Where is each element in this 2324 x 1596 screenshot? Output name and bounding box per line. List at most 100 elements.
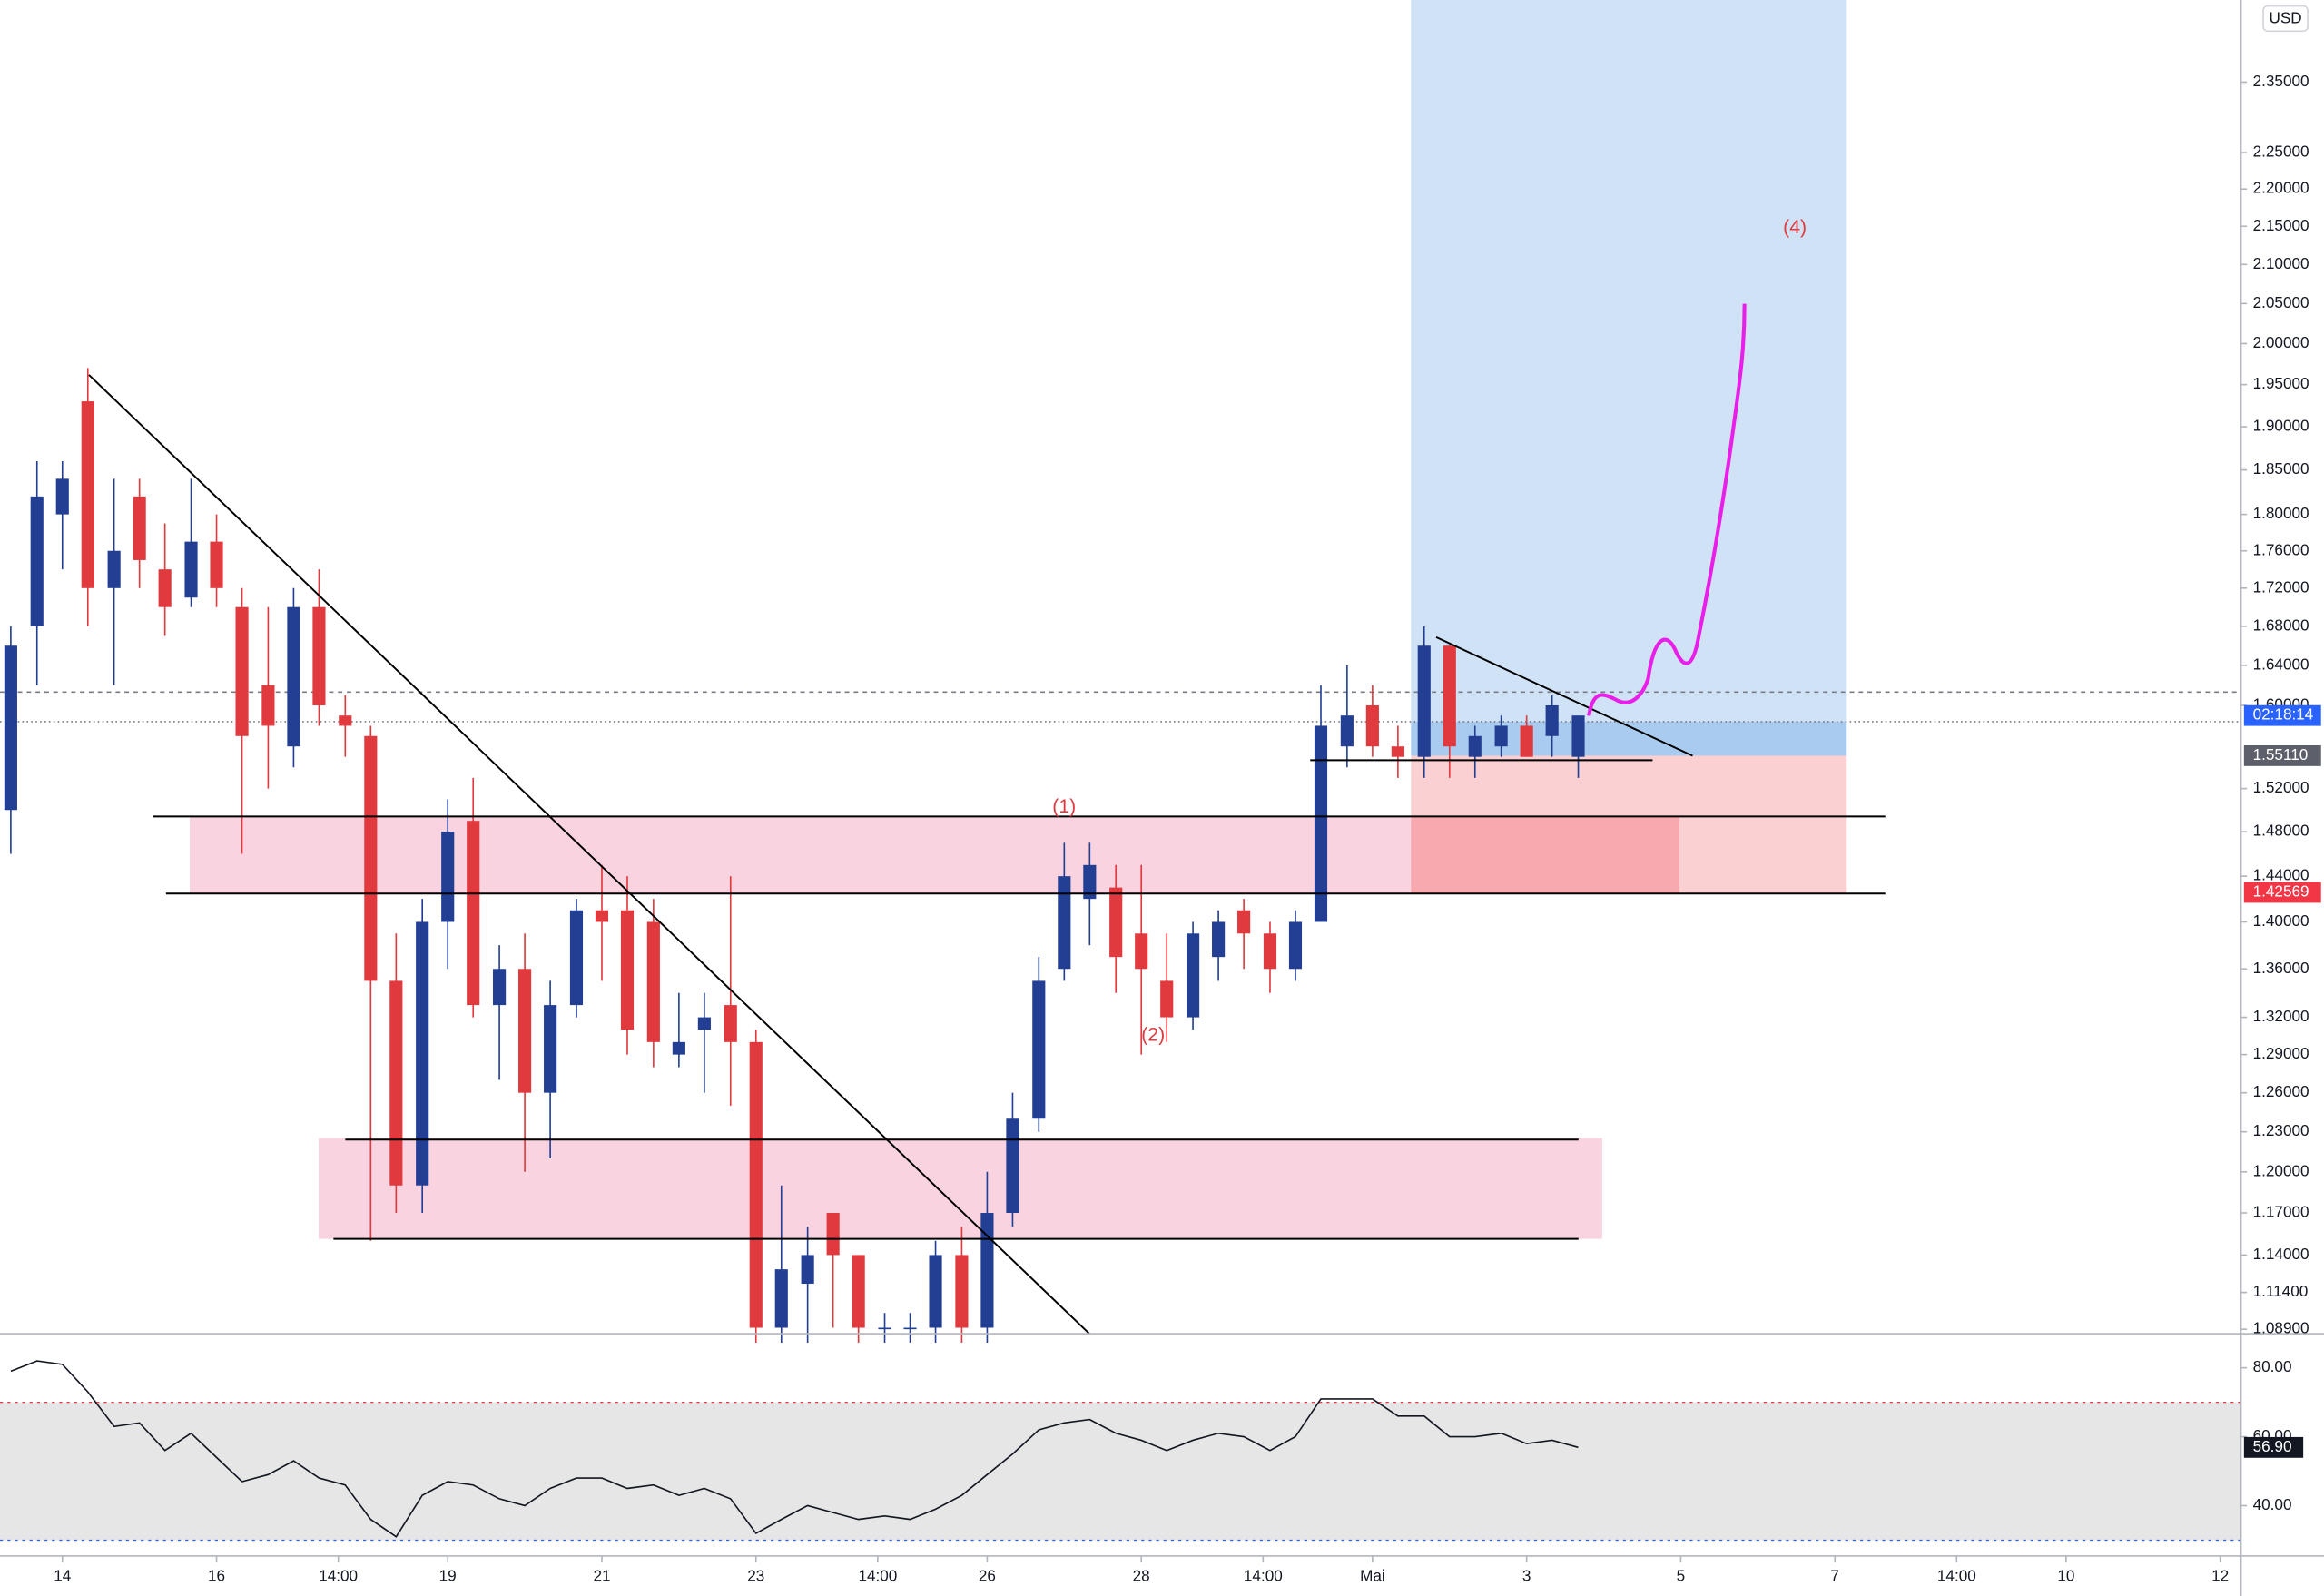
candle-body: [1417, 645, 1431, 757]
candle-body: [364, 735, 378, 981]
time-axis-bg: [0, 1555, 2324, 1596]
candle-body: [1237, 910, 1251, 934]
candle-body: [312, 606, 326, 705]
y-tick-label: 1.44000: [2253, 866, 2309, 884]
candle-body: [441, 832, 455, 922]
target-zone: [1411, 721, 1847, 756]
y-tick-label: 1.52000: [2253, 778, 2309, 796]
price-label: 1.42569: [2253, 882, 2309, 901]
currency: USD: [2269, 9, 2301, 27]
candle-body: [4, 645, 17, 811]
y-tick-label: 1.76000: [2253, 540, 2309, 558]
stop-zone: [1411, 816, 1679, 894]
candle-body: [493, 969, 507, 1006]
rsi-line: [10, 1360, 1579, 1538]
y-tick-label: 1.40000: [2253, 911, 2309, 930]
y-tick-label: 2.15000: [2253, 216, 2309, 234]
y-tick-label: 2.00000: [2253, 333, 2309, 351]
x-tick-label: 19: [439, 1566, 457, 1584]
rsi-tick-label: 40.00: [2253, 1495, 2292, 1513]
candle-body: [1314, 725, 1328, 922]
annotation: (4): [1783, 217, 1807, 238]
rsi-band: [0, 1402, 2241, 1541]
y-tick-label: 1.36000: [2253, 959, 2309, 977]
candle-body: [929, 1255, 942, 1328]
x-tick-label: 7: [1830, 1566, 1839, 1584]
candle-body: [697, 1017, 711, 1030]
x-tick-label: 28: [1133, 1566, 1150, 1584]
y-tick-label: 2.10000: [2253, 254, 2309, 272]
candle-body: [878, 1327, 891, 1330]
x-tick-label: 23: [747, 1566, 764, 1584]
y-tick-label: 1.64000: [2253, 655, 2309, 673]
y-tick-label: 1.08900: [2253, 1319, 2309, 1337]
projection-path: [1587, 303, 1747, 716]
y-tick-label: 1.95000: [2253, 374, 2309, 392]
candle-body: [1212, 921, 1226, 958]
candle-body: [1263, 933, 1277, 970]
x-tick-label: 12: [2211, 1566, 2229, 1584]
candle-body: [801, 1255, 814, 1285]
candle-body: [903, 1327, 917, 1330]
candle-body: [184, 541, 198, 598]
y-tick-label: 2.25000: [2253, 143, 2309, 161]
candle-body: [1160, 980, 1174, 1018]
candle-body: [955, 1255, 969, 1328]
candle-body: [620, 910, 635, 1030]
x-tick-label: 14:00: [319, 1566, 358, 1584]
y-tick-label: 1.90000: [2253, 417, 2309, 435]
price-axis-bg: [2240, 0, 2324, 1596]
x-tick-label: Mai: [1360, 1566, 1385, 1584]
y-tick-label: 2.05000: [2253, 293, 2309, 311]
candle-body: [1083, 864, 1097, 900]
candle-body: [724, 1005, 737, 1042]
drawings-back: [0, 0, 2241, 1239]
x-tick-label: 14:00: [1244, 1566, 1283, 1584]
candle-body: [1365, 704, 1379, 747]
rsi-background: [0, 1401, 2241, 1542]
y-tick-label: 1.68000: [2253, 616, 2309, 634]
candle-body: [518, 969, 532, 1093]
candle-body: [81, 401, 94, 588]
candle-body: [852, 1255, 865, 1328]
candle-body: [1340, 715, 1354, 747]
target-zone: [1411, 0, 1847, 722]
candle-body: [1288, 921, 1303, 970]
candle-body: [107, 550, 121, 588]
price-label: 1.55110: [2253, 745, 2309, 764]
candle-body: [595, 910, 609, 922]
candle-body: [389, 980, 403, 1186]
candle-body: [339, 715, 352, 726]
candle-body: [1391, 746, 1404, 757]
candle-body: [1109, 887, 1123, 958]
x-tick-label: 14: [54, 1566, 72, 1584]
candle-body: [749, 1041, 763, 1328]
candle-body: [158, 569, 172, 607]
y-tick-label: 1.11400: [2253, 1282, 2309, 1300]
candle-body: [646, 921, 660, 1042]
candle-body: [133, 496, 146, 560]
price-label-box: [2243, 744, 2321, 766]
rsi-tick-label: 80.00: [2253, 1357, 2292, 1375]
candle-body: [30, 496, 44, 626]
candle-body: [1443, 645, 1456, 747]
candle-body: [1494, 725, 1508, 747]
y-tick-label: 1.32000: [2253, 1007, 2309, 1025]
x-tick-label: 26: [979, 1566, 996, 1584]
candle-body: [1545, 704, 1559, 736]
candle-body: [55, 478, 69, 515]
x-tick-label: 16: [208, 1566, 225, 1584]
y-tick-label: 1.48000: [2253, 822, 2309, 840]
zone: [319, 1138, 1602, 1239]
x-tick-label: 3: [1522, 1566, 1531, 1584]
annotation: (1): [1052, 796, 1076, 817]
candles: [4, 368, 1585, 1538]
y-tick-label: 2.35000: [2253, 72, 2309, 90]
candle-body: [1468, 735, 1482, 757]
candle-body: [287, 606, 300, 747]
price-label-box: [2243, 882, 2321, 903]
